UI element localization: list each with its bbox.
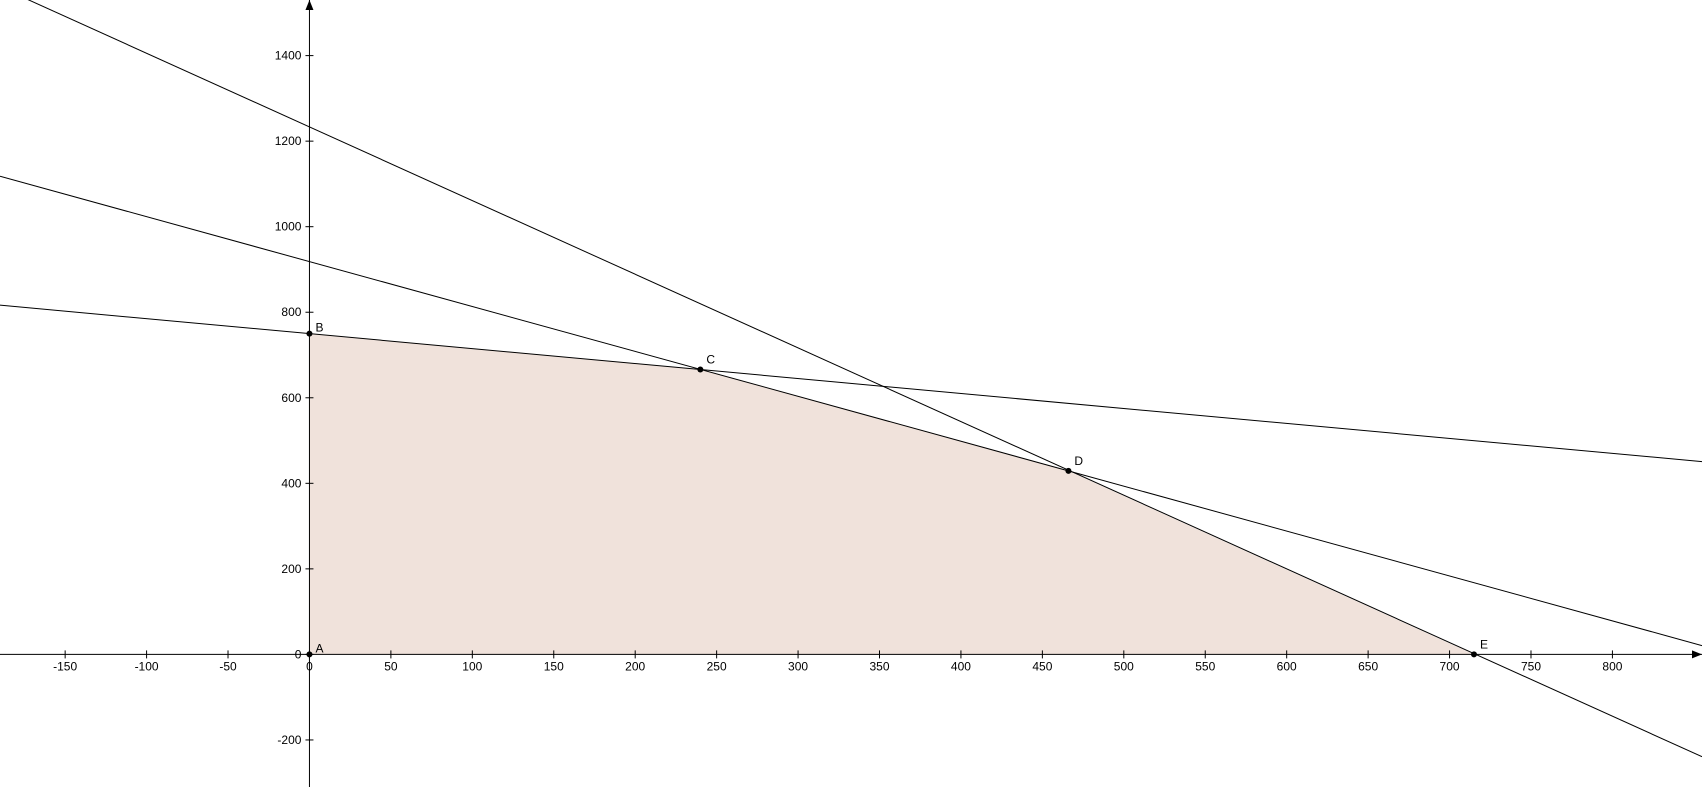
x-tick-label: 250 — [707, 659, 727, 673]
x-tick-label: 800 — [1602, 659, 1622, 673]
vertex-label-a: A — [315, 641, 323, 655]
vertex-a — [306, 651, 312, 657]
x-tick-label: 650 — [1358, 659, 1378, 673]
x-axis-arrow-icon — [1692, 650, 1702, 658]
feasible-region — [309, 334, 1474, 655]
x-tick-label: 750 — [1521, 659, 1541, 673]
vertex-d — [1065, 468, 1071, 474]
feasible-region-chart: -150 -100 -50 0 50 100 150 200 250 300 350 400 450 50… — [0, 0, 1702, 787]
y-axis-arrow-icon — [305, 0, 313, 10]
x-tick-label: 100 — [462, 659, 482, 673]
x-tick-label: 300 — [788, 659, 808, 673]
x-tick-label: 550 — [1195, 659, 1215, 673]
x-tick-label: 150 — [544, 659, 564, 673]
x-tick-label: 500 — [1114, 659, 1134, 673]
x-tick-label: -150 — [53, 659, 77, 673]
y-tick-label: 1000 — [275, 220, 302, 234]
vertex-e — [1471, 651, 1477, 657]
vertex-label-e: E — [1480, 637, 1488, 651]
x-tick-label: 200 — [625, 659, 645, 673]
vertex-label-d: D — [1074, 454, 1083, 468]
x-tick-label: 350 — [869, 659, 889, 673]
y-tick-label: 600 — [281, 391, 301, 405]
vertex-label-c: C — [706, 353, 715, 367]
x-tick-label: -100 — [135, 659, 159, 673]
y-tick-label: 200 — [281, 562, 301, 576]
x-tick-label: 450 — [1032, 659, 1052, 673]
x-tick-label: 400 — [951, 659, 971, 673]
x-tick-label: 50 — [384, 659, 398, 673]
x-tick-label: 700 — [1440, 659, 1460, 673]
x-tick-label: -50 — [219, 659, 237, 673]
y-tick-label: 800 — [281, 305, 301, 319]
vertex-label-b: B — [315, 321, 323, 335]
x-tick-label: 600 — [1277, 659, 1297, 673]
y-tick-label: 0 — [295, 647, 302, 661]
y-tick-label: 1400 — [275, 49, 302, 63]
y-tick-label: 400 — [281, 476, 301, 490]
x-tick-label: 0 — [306, 659, 313, 673]
vertex-b — [306, 331, 312, 337]
y-tick-label: 1200 — [275, 134, 302, 148]
vertex-c — [697, 367, 703, 373]
y-tick-label: -200 — [277, 733, 301, 747]
